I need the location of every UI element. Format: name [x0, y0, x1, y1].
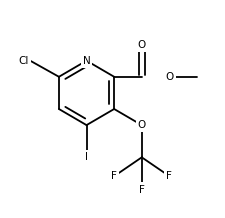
Text: I: I [85, 152, 88, 162]
Text: Cl: Cl [18, 56, 29, 66]
Text: O: O [164, 72, 173, 82]
Text: N: N [82, 56, 90, 66]
Text: F: F [111, 171, 117, 181]
Text: F: F [138, 185, 144, 194]
Text: O: O [137, 39, 145, 49]
Text: F: F [166, 171, 171, 181]
Text: O: O [137, 120, 145, 130]
